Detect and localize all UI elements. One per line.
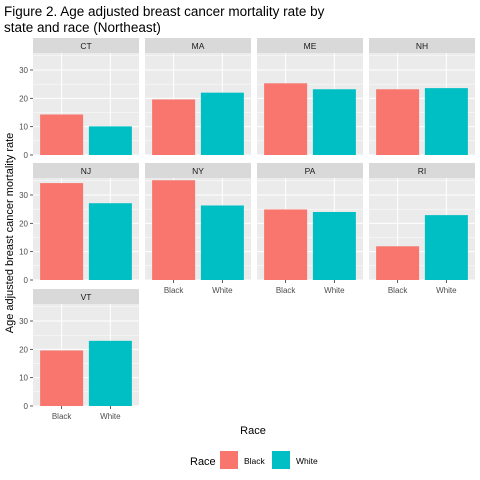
facet-strip (369, 163, 475, 178)
facet-panel-ny: NY Black White (145, 163, 251, 295)
legend: Race Black White (190, 451, 318, 469)
y-tick-label: 30 (19, 66, 28, 75)
facet-panel-nh: NH (369, 38, 475, 156)
x-tick-label: White (324, 286, 345, 295)
facet-strip-label: NY (192, 166, 204, 176)
facet-strip (257, 38, 363, 53)
legend-key-black (220, 451, 238, 469)
x-tick-label: Black (388, 286, 409, 295)
facet-panel-ma: MA (145, 38, 251, 156)
facet-strip-label: ME (304, 41, 317, 51)
x-tick-label: White (100, 412, 121, 421)
x-axis-title: Race (240, 425, 266, 437)
y-tick-label: 20 (19, 94, 28, 103)
legend-label-white: White (296, 456, 318, 466)
facet-strip-label: NH (416, 41, 428, 51)
y-tick-label: 20 (19, 345, 28, 354)
facet-strip (33, 38, 139, 53)
legend-key-white (272, 451, 290, 469)
bar-vt-black (40, 350, 84, 406)
bar-nh-black (376, 89, 420, 155)
y-tick-label: 0 (24, 151, 29, 160)
facet-strip (33, 163, 139, 178)
y-tick-label: 20 (19, 219, 28, 228)
bar-ri-white (424, 215, 468, 280)
y-tick-label: 0 (24, 276, 29, 285)
bar-pa-white (312, 212, 356, 280)
facet-strip-label: MA (192, 41, 205, 51)
legend-title: Race (190, 456, 216, 468)
facet-strip (33, 289, 139, 304)
bar-ny-white (200, 205, 244, 280)
bar-me-white (312, 89, 356, 155)
x-tick-label: White (212, 286, 233, 295)
facet-panels: CT 0 10 20 30 MA ME NH NJ 0 10 20 30 NY Black White PA Bl… (19, 38, 475, 421)
facet-panel-ct: CT 0 10 20 30 (19, 38, 139, 160)
facet-strip-label: RI (418, 166, 427, 176)
x-tick-label: White (436, 286, 457, 295)
facet-strip-label: VT (81, 292, 92, 302)
bar-ma-black (152, 99, 196, 155)
bar-vt-white (88, 340, 132, 406)
facet-strip-label: CT (80, 41, 91, 51)
chart-title-line-1: Figure 2. Age adjusted breast cancer mor… (4, 4, 325, 19)
bar-me-black (264, 83, 308, 155)
facet-panel-pa: PA Black White (257, 163, 363, 295)
facet-strip (145, 163, 251, 178)
chart-title-line-2: state and race (Northeast) (4, 20, 161, 35)
x-tick-label: Black (276, 286, 297, 295)
y-tick-label: 10 (19, 123, 28, 132)
bar-nh-white (424, 88, 468, 155)
facet-strip-label: NJ (81, 166, 91, 176)
x-tick-label: Black (52, 412, 73, 421)
facet-panel-me: ME (257, 38, 363, 156)
x-tick-label: Black (164, 286, 185, 295)
y-tick-label: 10 (19, 248, 28, 257)
facet-panel-vt: VT 0 10 20 30 Black White (19, 289, 139, 421)
facet-strip (145, 38, 251, 53)
y-axis-title: Age adjusted breast cancer mortality rat… (4, 133, 16, 334)
bar-pa-black (264, 209, 308, 280)
facet-strip (369, 38, 475, 53)
legend-label-black: Black (244, 456, 266, 466)
bar-ct-white (88, 126, 132, 155)
y-tick-label: 30 (19, 317, 28, 326)
y-tick-label: 0 (24, 402, 29, 411)
y-tick-label: 10 (19, 374, 28, 383)
bar-nj-white (88, 203, 132, 280)
bar-ct-black (40, 114, 84, 155)
y-tick-label: 30 (19, 191, 28, 200)
bar-nj-black (40, 183, 84, 280)
facet-strip (257, 163, 363, 178)
bar-ny-black (152, 180, 196, 280)
facet-panel-nj: NJ 0 10 20 30 (19, 163, 139, 285)
facet-panel-ri: RI Black White (369, 163, 475, 295)
bar-ma-white (200, 92, 244, 155)
bar-ri-black (376, 246, 420, 280)
facet-strip-label: PA (305, 166, 316, 176)
